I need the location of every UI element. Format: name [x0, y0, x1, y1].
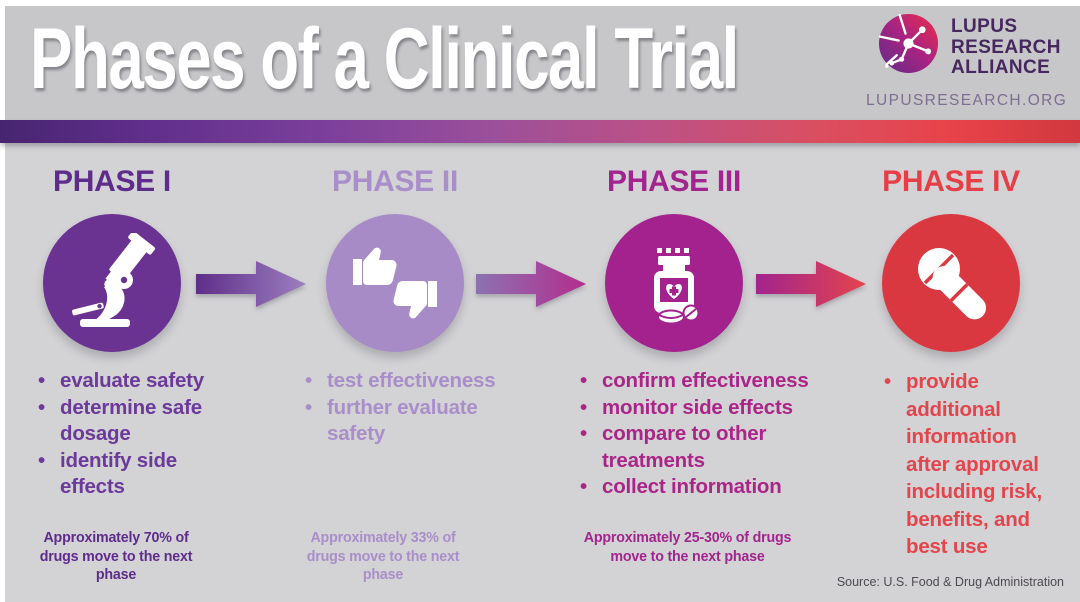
pills-icon [918, 248, 987, 320]
logo-line-1: LUPUS [951, 16, 1018, 37]
arrow-right-icon [196, 256, 308, 312]
phase-3-circle [605, 214, 743, 352]
gradient-divider-bar [0, 120, 1080, 143]
phase-1-footnote: Approximately 70% of drugs move to the n… [39, 529, 193, 583]
arrow-right-icon [476, 256, 588, 312]
logo-wordmark: LUPUS RESEARCH ALLIANCE [951, 16, 1061, 79]
list-item: evaluate safety [36, 368, 236, 395]
logo-line-3: ALLIANCE [951, 57, 1051, 78]
source-attribution: Source: U.S. Food & Drug Administration [836, 575, 1064, 589]
list-item: compare to other treatments [578, 421, 823, 474]
phase-3-footnote: Approximately 25-30% of drugs move to th… [583, 529, 792, 565]
list-item: test effectiveness [303, 368, 508, 395]
list-item: determine safe dosage [36, 395, 236, 448]
list-item: identify side effects [36, 448, 236, 501]
phase-1-bullet-list: evaluate safety determine safe dosage id… [36, 368, 236, 501]
phase-2-footnote: Approximately 33% of drugs move to the n… [306, 529, 460, 583]
thumbs-up-down-icon [353, 247, 437, 319]
page-title: Phases of a Clinical Trial [30, 11, 739, 107]
phase-3-heading: PHASE III [607, 165, 741, 198]
medicine-bottle-icon [654, 248, 700, 325]
phase-2-bullet-list: test effectiveness further evaluate safe… [303, 368, 508, 448]
phase-4-heading: PHASE IV [882, 165, 1020, 198]
phase-4-circle [882, 214, 1020, 352]
left-border [0, 0, 5, 602]
phase-2-heading: PHASE II [332, 165, 458, 198]
list-item: provide additional information after app… [882, 368, 1054, 561]
phase-1-circle [43, 214, 181, 352]
phase-3-bullet-list: confirm effectiveness monitor side effec… [578, 368, 823, 501]
list-item: further evaluate safety [303, 395, 508, 448]
list-item: collect information [578, 474, 823, 501]
list-item: monitor side effects [578, 395, 823, 422]
phase-2-circle [326, 214, 464, 352]
top-border [0, 0, 1080, 6]
lupus-research-alliance-logo-icon [877, 12, 940, 75]
phase-4-bullet-list: provide additional information after app… [882, 368, 1054, 561]
logo-website: LUPUSRESEARCH.ORG [866, 92, 1068, 109]
logo-line-2: RESEARCH [951, 36, 1061, 58]
phase-1-heading: PHASE I [53, 165, 171, 198]
arrow-right-icon [756, 256, 868, 312]
microscope-icon [72, 233, 156, 327]
list-item: confirm effectiveness [578, 368, 823, 395]
